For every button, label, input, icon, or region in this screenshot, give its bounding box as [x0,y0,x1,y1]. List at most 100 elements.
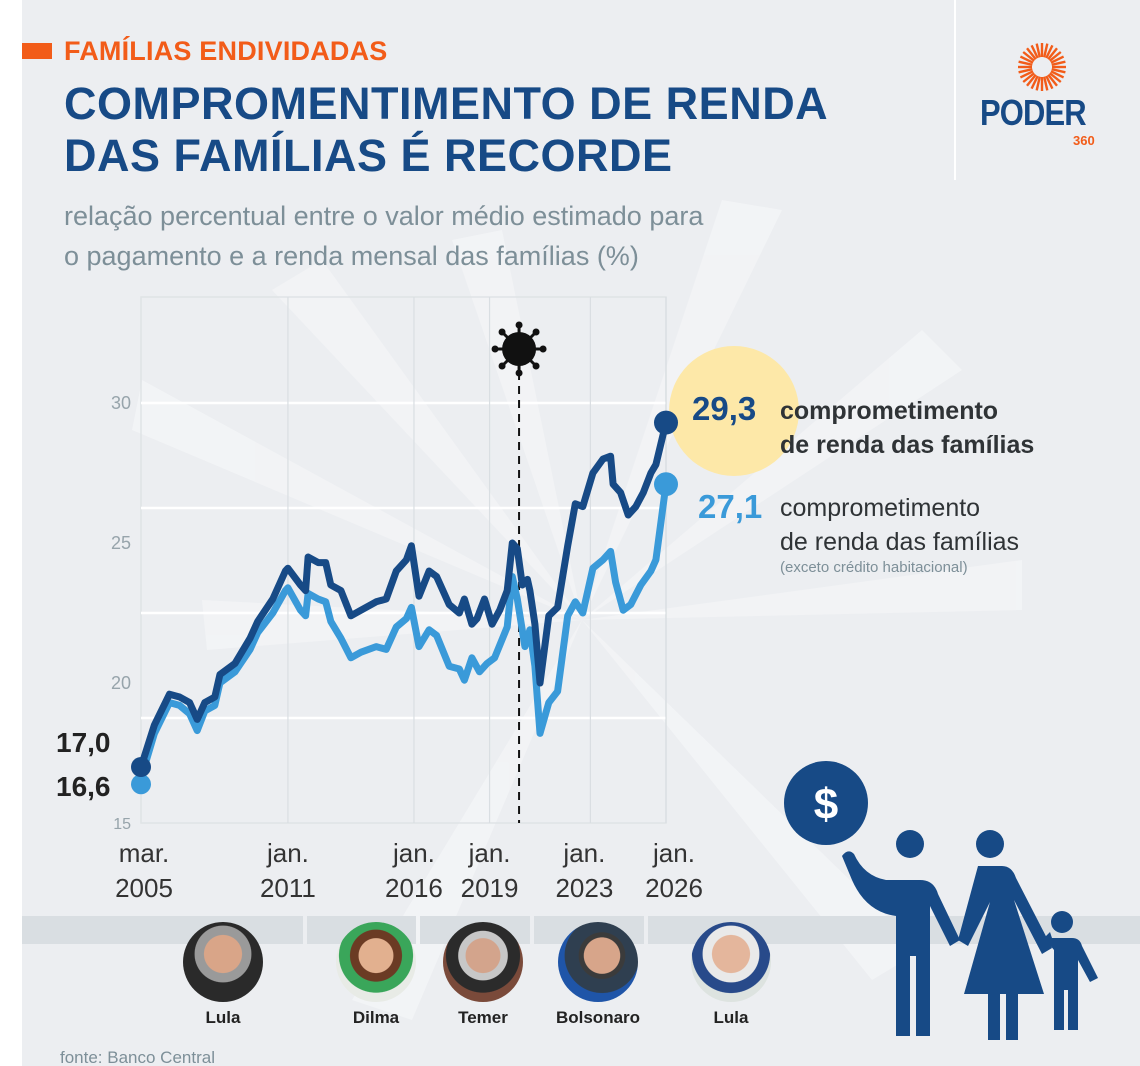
virus-spike-tip [539,345,547,353]
kicker: FAMÍLIAS ENDIVIDADAS [22,36,388,66]
sun-ray [1043,76,1049,91]
sun-ray [1018,60,1033,66]
x-tick-year: 2016 [385,873,443,903]
sun-ray [1050,70,1065,79]
president-lula-2: Lula [690,922,772,1028]
poder360-logo: PODER 360 [980,40,1100,150]
sun-ray [1035,43,1041,58]
annotation-value-total: 29,3 [692,390,757,427]
series-end-dot-1 [654,472,678,497]
sun-ray [1049,51,1062,62]
page-title: COMPROMENTIMENTO DE RENDA DAS FAMÍLIAS É… [64,78,828,182]
sun-icon [1018,43,1066,91]
title-line-2: DAS FAMÍLIAS É RECORDE [64,130,673,181]
sun-ray [1035,76,1041,91]
virus-spike-tip [515,321,523,329]
sun-ray [1043,43,1049,58]
subtitle-line-2: o pagamento e a renda mensal das família… [64,241,639,271]
x-tick-month: jan. [266,838,309,868]
start-label-total: 17,0 [56,727,111,758]
sun-ray [1026,47,1037,60]
sun-ray [1045,75,1054,90]
kicker-square [22,43,52,59]
y-tick-label: 20 [111,673,131,693]
y-tick-label: 30 [111,393,131,413]
annotation-ex-housing-note: (exceto crédito habitacional) [780,559,968,576]
virus-spike-tip [532,362,540,370]
president-name: Lula [713,1008,749,1027]
series-start-dot-1 [131,774,151,795]
y-tick-label: 15 [113,816,131,833]
dollar-coin-symbol: $ [814,780,838,829]
annotation-value-ex-housing: 27,1 [698,488,763,525]
logo-word: PODER [980,92,1087,133]
x-tick-year: 2005 [115,873,173,903]
sun-ray [1022,51,1035,62]
family-icon: $ [784,761,1098,1040]
highlight-circle [669,346,799,476]
lula-portrait-icon [183,922,263,1002]
start-label-ex-housing: 16,6 [56,771,111,802]
virus-spike-tip [515,369,523,377]
series-line-0 [137,419,670,771]
header-divider [954,0,956,180]
president-name: Bolsonaro [555,1008,641,1027]
annotation-text-ex-housing: comprometimento de renda das famílias (e… [780,491,1019,577]
x-tick-month: jan. [652,838,695,868]
series-start-dot-0 [131,757,151,777]
virus-body [502,332,537,366]
subtitle: relação percentual entre o valor médio e… [64,196,703,276]
sun-ray [1019,55,1034,64]
sun-ray [1047,74,1058,87]
sun-ray [1051,68,1066,74]
x-tick-year: 2026 [645,873,703,903]
president-dilma: Dilma [335,922,417,1028]
president-name: Temer [458,1008,508,1027]
series-end-dot-0 [654,410,678,435]
kicker-text: FAMÍLIAS ENDIVIDADAS [64,35,388,66]
virus-spike-tip [498,362,506,370]
virus-icon [491,321,547,377]
x-tick-month: jan. [562,838,605,868]
y-tick-label: 25 [111,533,131,553]
logo-number: 360 [1073,133,1095,148]
lula-portrait-icon [691,922,771,1002]
sun-ray [1030,44,1039,59]
title-line-1: COMPROMENTIMENTO DE RENDA [64,78,829,129]
sun-ray [1026,74,1037,87]
annotation-total-line2: de renda das famílias [780,431,1035,459]
x-tick-month: jan. [392,838,435,868]
x-tick-year: 2011 [260,873,316,903]
virus-spike-tip [491,345,499,353]
annotation-ex-housing-line1: comprometimento [780,494,981,522]
x-tick-month: mar. [119,838,170,868]
infographic: FAMÍLIAS ENDIVIDADAS COMPROMENTIMENTO DE… [22,0,1140,1066]
sun-ray [1045,44,1054,59]
sun-ray [1050,55,1065,64]
annotation-total-line1: comprometimento [780,397,999,425]
sun-ray [1049,72,1062,83]
president-lula-1: Lula [182,922,264,1028]
bolsonaro-portrait-icon [558,922,638,1002]
series-line-1 [137,480,670,782]
temer-portrait-icon [443,922,523,1002]
president-bolsonaro: Bolsonaro [550,922,646,1028]
president-name: Lula [205,1008,241,1027]
x-tick-year: 2019 [461,873,519,903]
dilma-portrait-icon [336,922,416,1002]
sun-ray [1030,75,1039,90]
annotation-ex-housing-line2: de renda das famílias [780,528,1020,556]
x-tick-month: jan. [468,838,511,868]
virus-spike-tip [532,328,540,336]
sun-ray [1022,72,1035,83]
president-temer: Temer [442,922,524,1028]
sun-ray [1018,68,1033,74]
sun-ray [1047,47,1058,60]
line-chart: 30 25 20 15 mar. 2005 jan. 2011 jan. 2016 jan. 2019… [111,296,799,903]
annotation-text-total: comprometimento de renda das famílias [780,394,1034,462]
sun-ray [1051,60,1066,66]
subtitle-line-1: relação percentual entre o valor médio e… [64,201,704,231]
source-note: fonte: Banco Central [60,1048,215,1066]
president-name: Dilma [352,1008,400,1027]
x-tick-year: 2023 [555,873,613,903]
